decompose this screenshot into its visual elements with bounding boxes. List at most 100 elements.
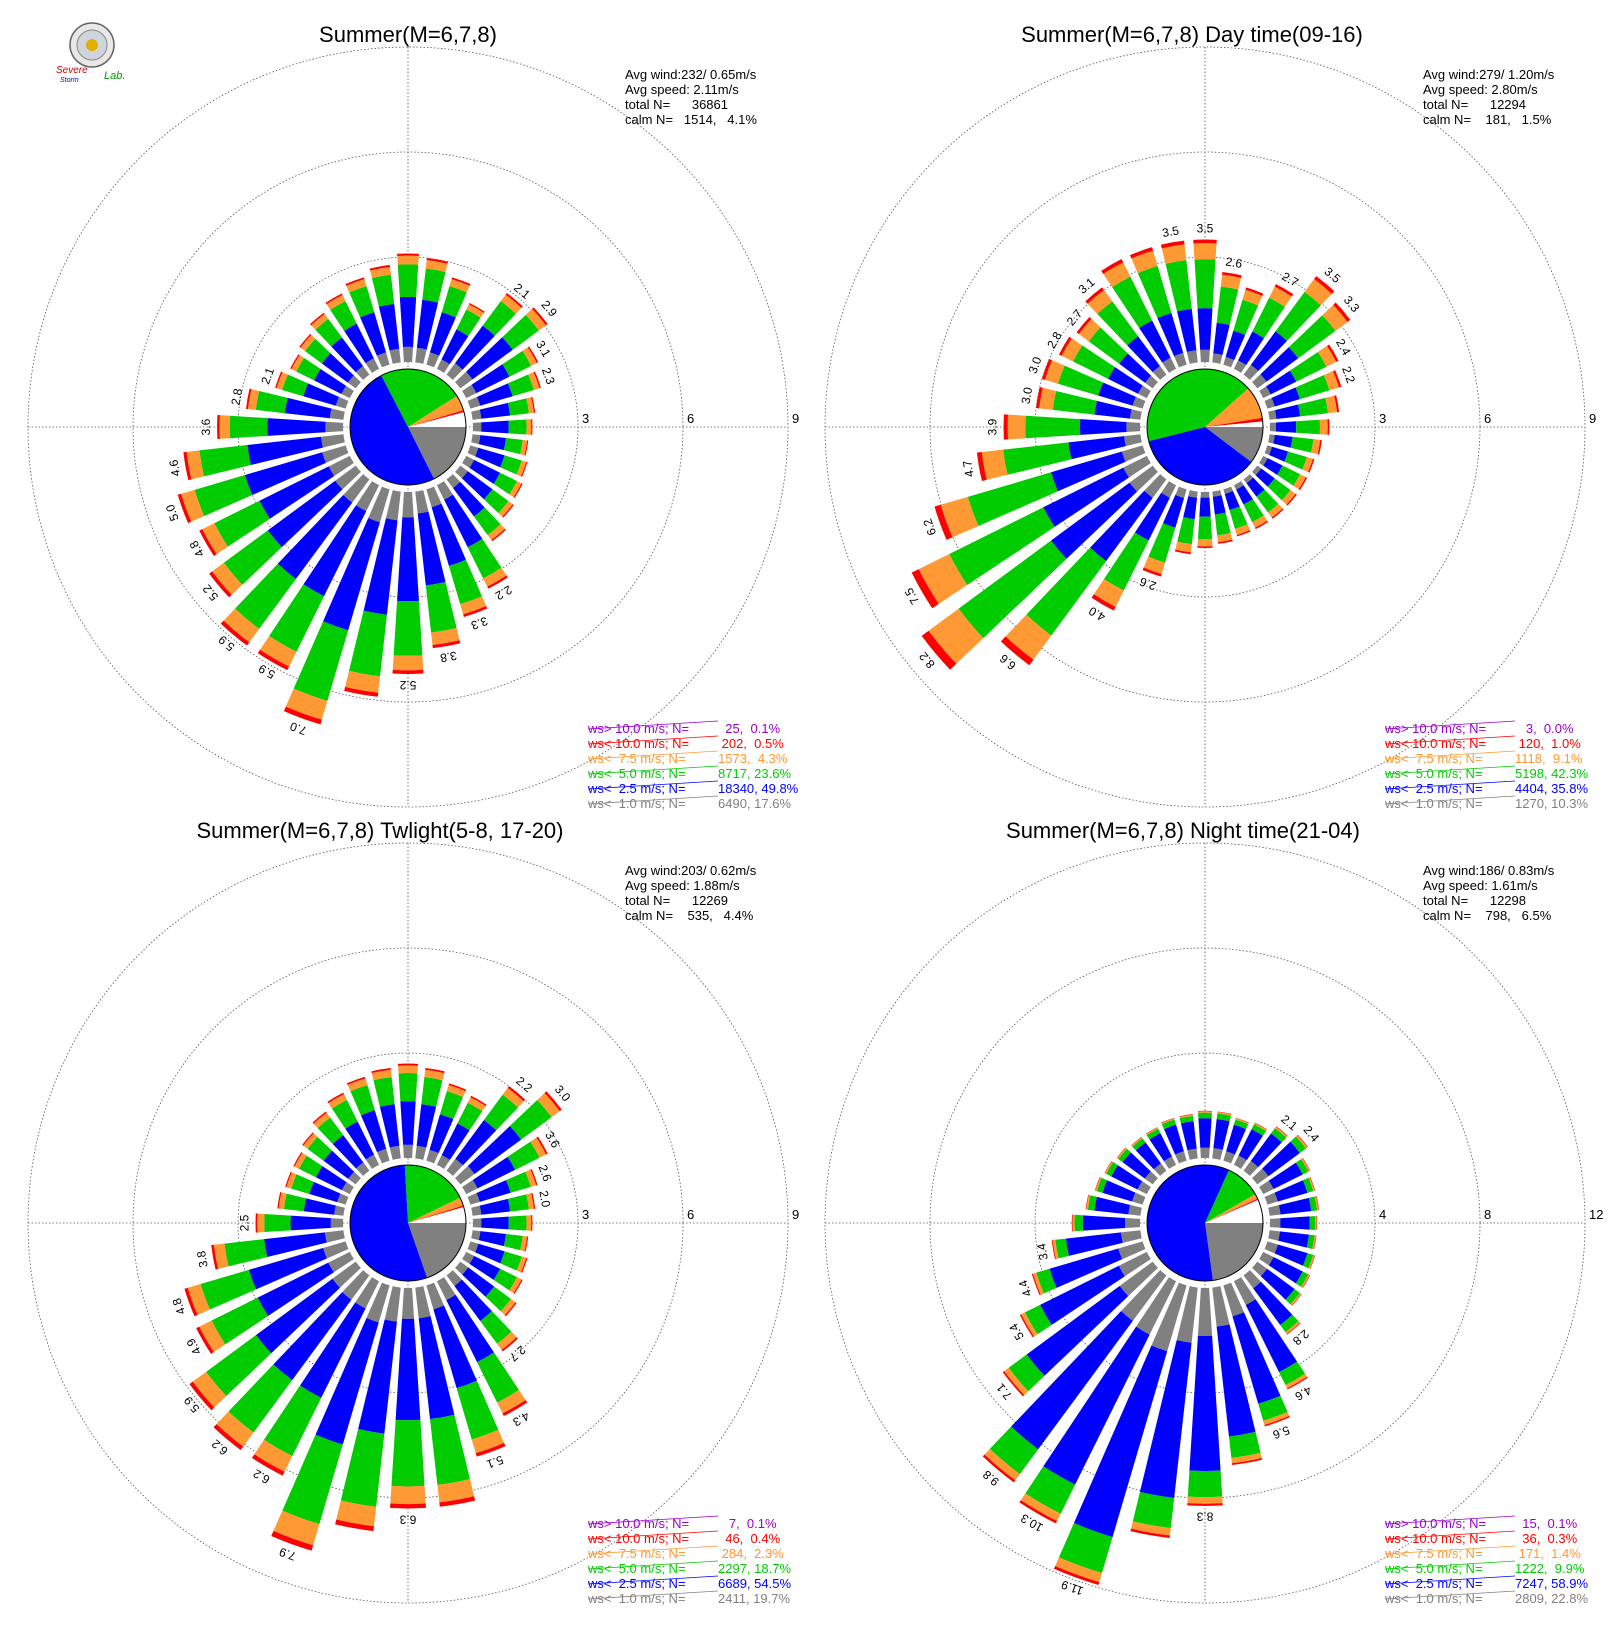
bar-segment: [531, 1192, 536, 1209]
bar-segment: [332, 1261, 361, 1288]
legend-strike: [1384, 780, 1516, 790]
bar-dir-320: [312, 1111, 370, 1176]
bar-segment: [1259, 386, 1271, 399]
bar-segment: [949, 507, 1055, 585]
bar-dir-80: [1268, 1195, 1320, 1216]
wind-rose-panel-1: 3 6 92.12.93.12.32.23.33.85.27.05.95.95.24…: [27, 22, 799, 811]
bar-segment: [471, 1205, 482, 1216]
legend-value: 284, 2.3%: [718, 1546, 784, 1561]
bar-dir-230: [1002, 1261, 1158, 1397]
bar-segment: [1044, 360, 1065, 384]
bar-segment: [282, 1434, 343, 1525]
bar-segment: [177, 493, 192, 524]
bar-dir-20: [1223, 287, 1264, 368]
bar-segment: [429, 1414, 470, 1485]
bar-segment: [275, 371, 283, 389]
legend-value: 2297, 18.7%: [718, 1561, 791, 1576]
bar-segment: [1308, 458, 1315, 473]
bar-dir-230: [189, 1261, 361, 1411]
bar-segment: [460, 596, 487, 615]
bar-dir-170: [415, 490, 461, 649]
bar-label: 3.8: [194, 1250, 211, 1269]
bar-segment: [524, 440, 529, 456]
bar-segment: [1268, 1205, 1281, 1216]
bar-segment: [1117, 1147, 1127, 1160]
bar-dir-170: [1212, 490, 1233, 544]
panel-title: Summer(M=6,7,8): [319, 22, 497, 47]
bar-segment: [1242, 289, 1263, 306]
bar-segment: [1149, 1133, 1172, 1162]
bar-segment: [1146, 1127, 1159, 1136]
legend-strike: [1384, 720, 1516, 730]
bar-dir-150: [1233, 481, 1269, 530]
bar-segment: [1274, 404, 1301, 419]
bar-segment: [976, 452, 987, 481]
bar-segment: [1043, 1326, 1150, 1485]
bar-segment: [1153, 1163, 1167, 1176]
bar-segment: [1278, 1231, 1310, 1248]
bar-segment: [1148, 523, 1176, 563]
bar-segment: [291, 354, 305, 372]
stat-calm: calm N= 1514, 4.1%: [625, 112, 757, 127]
bar-segment: [378, 303, 400, 351]
bar-segment: [398, 1065, 418, 1074]
bar-segment: [384, 1286, 401, 1322]
bar-segment: [342, 1270, 370, 1300]
bar-segment: [500, 1298, 516, 1316]
bar-segment: [1260, 347, 1299, 382]
bar-segment: [439, 1091, 464, 1120]
bar-segment: [335, 465, 361, 490]
bar-segment: [1053, 1565, 1100, 1586]
bar-segment: [1268, 1230, 1280, 1241]
bar-label: 2.1: [258, 365, 277, 386]
bar-segment: [1214, 512, 1231, 536]
bar-segment: [1288, 315, 1336, 359]
bar-segment: [344, 323, 374, 364]
bar-segment: [1297, 1134, 1309, 1148]
bar-segment: [1255, 468, 1275, 487]
bar-segment: [1051, 1240, 1056, 1260]
legend-strike: [587, 750, 719, 760]
bar-segment: [536, 1136, 548, 1155]
pie-slice: [1205, 1223, 1263, 1281]
bar-dir-250: [177, 445, 349, 524]
bar-segment: [246, 388, 252, 410]
bar-segment: [373, 1077, 395, 1107]
bar-label: 3.0: [1019, 386, 1036, 405]
stat-total: total N= 12269: [625, 893, 728, 908]
bar-dir-90: [1269, 419, 1330, 435]
bar-segment: [467, 1241, 479, 1253]
bar-dir-250: [934, 445, 1146, 540]
bar-segment: [397, 1063, 419, 1066]
bar-dir-80: [471, 1192, 536, 1216]
bar-dir-270: [1071, 1214, 1141, 1232]
bar-label: 2.5: [238, 1214, 252, 1231]
bar-segment: [1223, 1151, 1235, 1164]
bar-label: 6.6: [997, 651, 1019, 673]
bar-segment: [426, 1282, 445, 1310]
bar-label: 4.0: [1086, 604, 1108, 625]
bar-segment: [469, 1255, 501, 1280]
bar-label: 2.0: [536, 1189, 553, 1208]
bar-segment: [303, 383, 340, 406]
bar-label: 8.2: [916, 649, 938, 671]
bar-dir-220: [982, 1270, 1167, 1483]
bar-segment: [369, 265, 391, 271]
bar-segment: [1200, 1147, 1210, 1159]
bar-segment: [502, 314, 539, 350]
bar-segment: [1269, 422, 1276, 432]
bar-segment: [509, 1277, 522, 1294]
bar-segment: [921, 630, 957, 670]
bar-segment: [526, 1215, 532, 1231]
bar-segment: [1090, 490, 1153, 562]
bar-segment: [1268, 434, 1275, 444]
ring-label-1: 3: [1379, 411, 1386, 426]
bar-segment: [181, 489, 205, 522]
bar-segment: [462, 455, 475, 468]
bar-segment: [1216, 1113, 1231, 1122]
bar-segment: [1291, 1293, 1302, 1306]
bar-segment: [522, 347, 537, 366]
legend-value: 2809, 22.8%: [1515, 1591, 1588, 1606]
bar-dir-40: [1243, 1126, 1288, 1176]
